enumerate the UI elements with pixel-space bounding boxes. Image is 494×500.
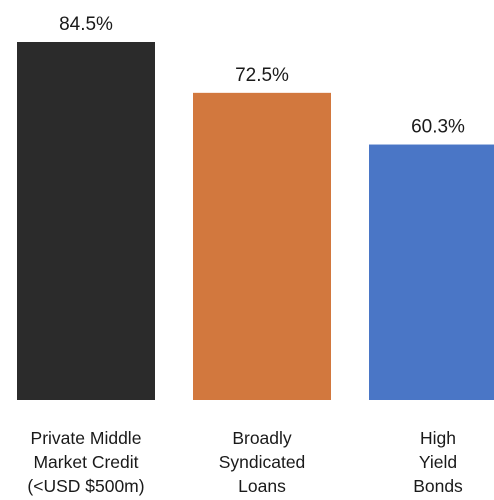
value-labels-group: 84.5% 72.5% 60.3% [59,14,465,138]
category-label-2-line-2: Syndicated [219,452,306,472]
bar-2 [193,92,331,400]
bar-3 [369,144,494,400]
bars-group [17,42,494,400]
bar-1 [17,42,155,400]
category-label-3-line-1: High [420,428,456,448]
category-label-1-line-1: Private Middle [31,428,142,448]
value-label-3: 60.3% [411,117,465,138]
category-label-2-line-3: Loans [238,476,286,496]
category-label-3-line-3: Bonds [413,476,463,496]
category-label-1-line-2: Market Credit [33,452,138,472]
category-labels-group: Private Middle Market Credit (<USD $500m) B… [27,428,463,496]
value-label-2: 72.5% [235,65,289,86]
value-label-1: 84.5% [59,14,113,35]
category-label-1-line-3: (<USD $500m) [27,476,144,496]
category-label-3-line-2: Yield [419,452,457,472]
category-label-2-line-1: Broadly [232,428,292,448]
